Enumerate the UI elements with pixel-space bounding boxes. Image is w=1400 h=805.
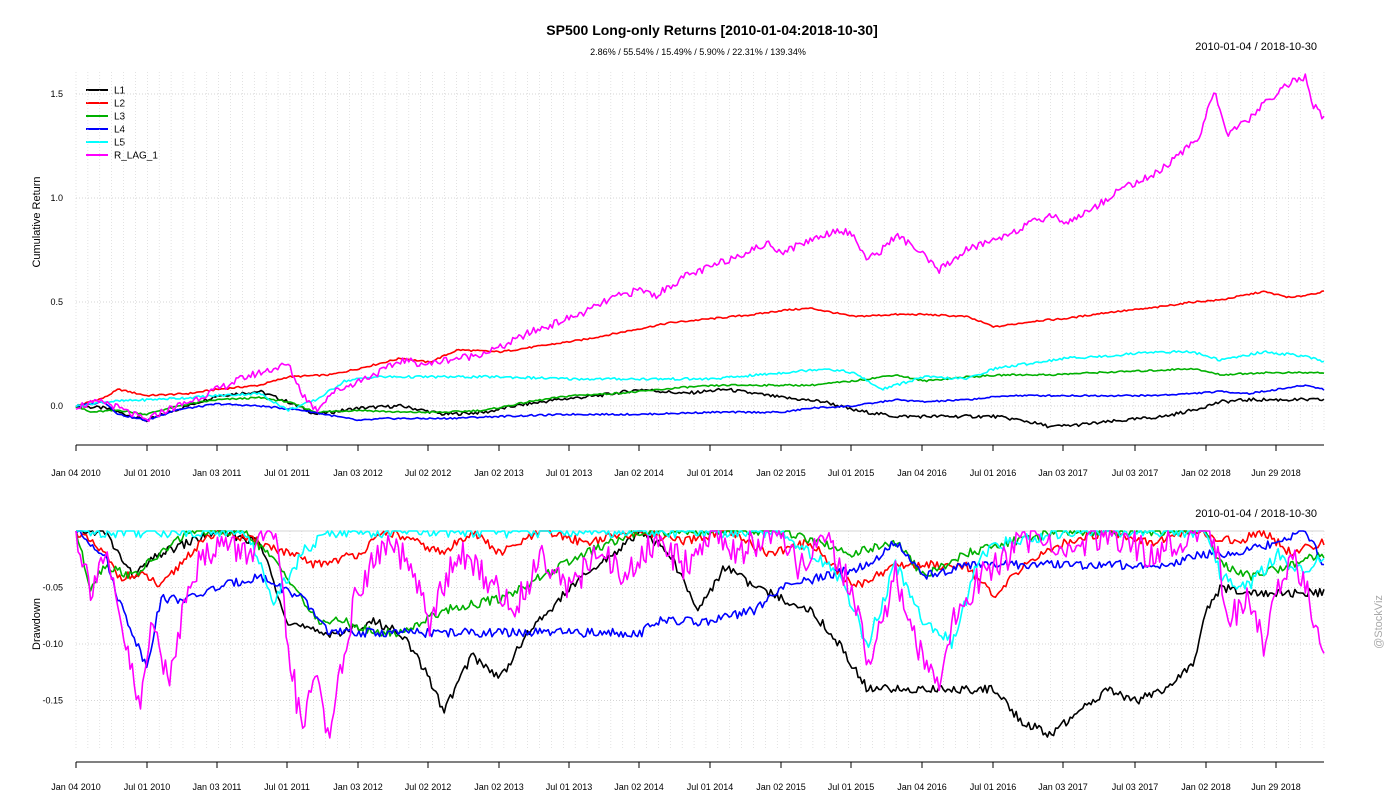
x-tick-label: Jan 02 2018 [1181,468,1231,478]
series-line-l3 [75,367,1325,416]
x-tick-label: Jan 02 2015 [756,468,806,478]
bottom-panel-ylabel: Drawdown [31,598,43,650]
x-tick-label: Jun 29 2018 [1251,468,1301,478]
y-tick-label: -0.10 [42,639,63,649]
x-tick-label: Jun 29 2018 [1251,782,1301,792]
x-tick-label: Jul 01 2011 [264,782,310,792]
x-tick-label: Jul 01 2014 [687,468,734,478]
bottom-panel-date-range: 2010-01-04 / 2018-10-30 [1195,508,1317,520]
x-tick-label: Jan 02 2014 [614,782,664,792]
x-tick-label: Jul 01 2015 [828,782,875,792]
x-tick-label: Jan 02 2014 [614,468,664,478]
x-tick-label: Jul 01 2013 [546,782,593,792]
x-tick-label: Jul 01 2011 [264,468,310,478]
legend-label-l3: L3 [114,112,126,123]
series-line-l2 [75,290,1325,408]
x-tick-label: Jan 02 2013 [474,782,524,792]
series-line-r-lag-1 [75,73,1325,423]
x-tick-label: Jan 04 2016 [897,468,947,478]
y-tick-label: 1.5 [50,89,63,99]
chart-subtitle: 2.86% / 55.54% / 15.49% / 5.90% / 22.31%… [590,47,806,57]
series-line-l1 [76,530,1325,738]
legend-label-r-lag-1: R_LAG_1 [114,151,158,162]
series-line-l4 [75,384,1325,422]
x-tick-label: Jan 03 2017 [1038,782,1088,792]
legend-label-l1: L1 [114,86,126,97]
x-tick-label: Jan 03 2012 [333,782,383,792]
x-tick-label: Jan 03 2017 [1038,468,1088,478]
x-tick-label: Jul 01 2016 [970,468,1017,478]
x-tick-label: Jan 04 2010 [51,468,101,478]
x-tick-label: Jul 01 2015 [828,468,875,478]
x-tick-label: Jul 03 2017 [1112,468,1159,478]
chart-title: SP500 Long-only Returns [2010-01-04:2018… [546,22,877,38]
series-line-l5 [75,350,1325,412]
top-panel-date-range: 2010-01-04 / 2018-10-30 [1195,41,1317,53]
x-tick-label: Jul 02 2012 [405,782,452,792]
y-tick-label: -0.15 [42,696,63,706]
y-tick-label: 1.0 [50,193,63,203]
y-tick-label: 0.5 [50,297,63,307]
series-line-r-lag-1 [75,530,1325,739]
x-tick-label: Jan 03 2011 [193,782,242,792]
x-tick-label: Jul 02 2012 [405,468,452,478]
legend-label-l2: L2 [114,99,126,110]
legend-label-l5: L5 [114,138,126,149]
legend: L1 L2 L3 L4 L5 R_LAG_1 [86,86,158,162]
legend-label-l4: L4 [114,125,126,136]
y-tick-label: 0.0 [50,401,63,411]
x-tick-label: Jul 01 2010 [124,782,171,792]
panel-drawdown: -0.05 -0.10 -0.15 Jan 04 2010 Jul 01 2010 Jan… [42,530,1325,792]
y-tick-label: -0.05 [42,583,63,593]
x-tick-label: Jul 01 2013 [546,468,593,478]
x-tick-label: Jan 04 2010 [51,782,101,792]
x-tick-label: Jan 02 2018 [1181,782,1231,792]
x-tick-label: Jul 03 2017 [1112,782,1159,792]
x-tick-label: Jan 03 2011 [193,468,242,478]
series-line-l5 [76,530,1325,649]
series-line-l4 [75,530,1325,669]
panel-cumulative-return: 0.0 0.5 1.0 1.5 Jan 04 2010 Jul 01 2010 Jan 03… [50,72,1325,478]
x-tick-label: Jan 02 2015 [756,782,806,792]
x-tick-label: Jan 04 2016 [897,782,947,792]
x-tick-label: Jul 01 2016 [970,782,1017,792]
watermark: @StockViz [1373,595,1385,649]
x-tick-label: Jul 01 2010 [124,468,171,478]
x-tick-label: Jan 03 2012 [333,468,383,478]
top-panel-ylabel: Cumulative Return [31,176,43,267]
x-tick-label: Jan 02 2013 [474,468,524,478]
x-tick-label: Jul 01 2014 [687,782,734,792]
